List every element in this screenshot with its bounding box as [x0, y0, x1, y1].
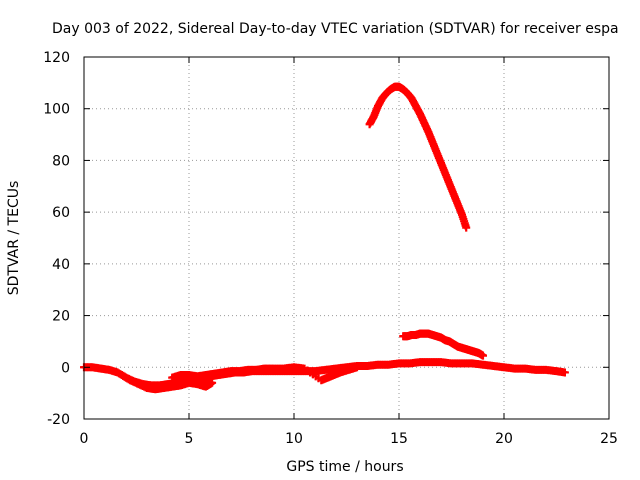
x-tick-label: 25 — [600, 431, 618, 447]
series-upper-branch — [168, 363, 361, 385]
data-point — [560, 368, 569, 377]
x-tick-label: 20 — [495, 431, 513, 447]
y-tick-label: 0 — [61, 360, 70, 376]
series-peak-arc — [365, 82, 471, 232]
data-point — [479, 351, 487, 360]
series-secondary-bump — [399, 329, 487, 360]
y-tick-label: 60 — [52, 205, 70, 221]
chart-title: Day 003 of 2022, Sidereal Day-to-day VTE… — [52, 21, 619, 37]
y-tick-label: 120 — [43, 50, 70, 66]
data-point — [462, 223, 471, 232]
x-axis-label: GPS time / hours — [286, 459, 403, 475]
y-tick-label: 80 — [52, 153, 70, 169]
x-tick-label: 10 — [285, 431, 303, 447]
x-tick-label: 5 — [185, 431, 194, 447]
x-tick-label: 15 — [390, 431, 408, 447]
x-tick-label: 0 — [80, 431, 89, 447]
y-tick-label: 100 — [43, 102, 70, 118]
grid-lines — [84, 57, 609, 419]
data-series — [80, 82, 569, 394]
plot-frame — [83, 56, 610, 420]
y-tick-label: -20 — [47, 412, 70, 428]
data-point — [353, 363, 361, 372]
y-tick-label: 40 — [52, 257, 70, 273]
y-axis-label: SDTVAR / TECUs — [6, 181, 22, 296]
series-lower-branch — [117, 371, 217, 394]
axis-ticks: 0 5 10 15 20 25 -20 0 20 40 60 80 100 120 — [43, 50, 618, 447]
y-tick-label: 20 — [52, 309, 70, 325]
